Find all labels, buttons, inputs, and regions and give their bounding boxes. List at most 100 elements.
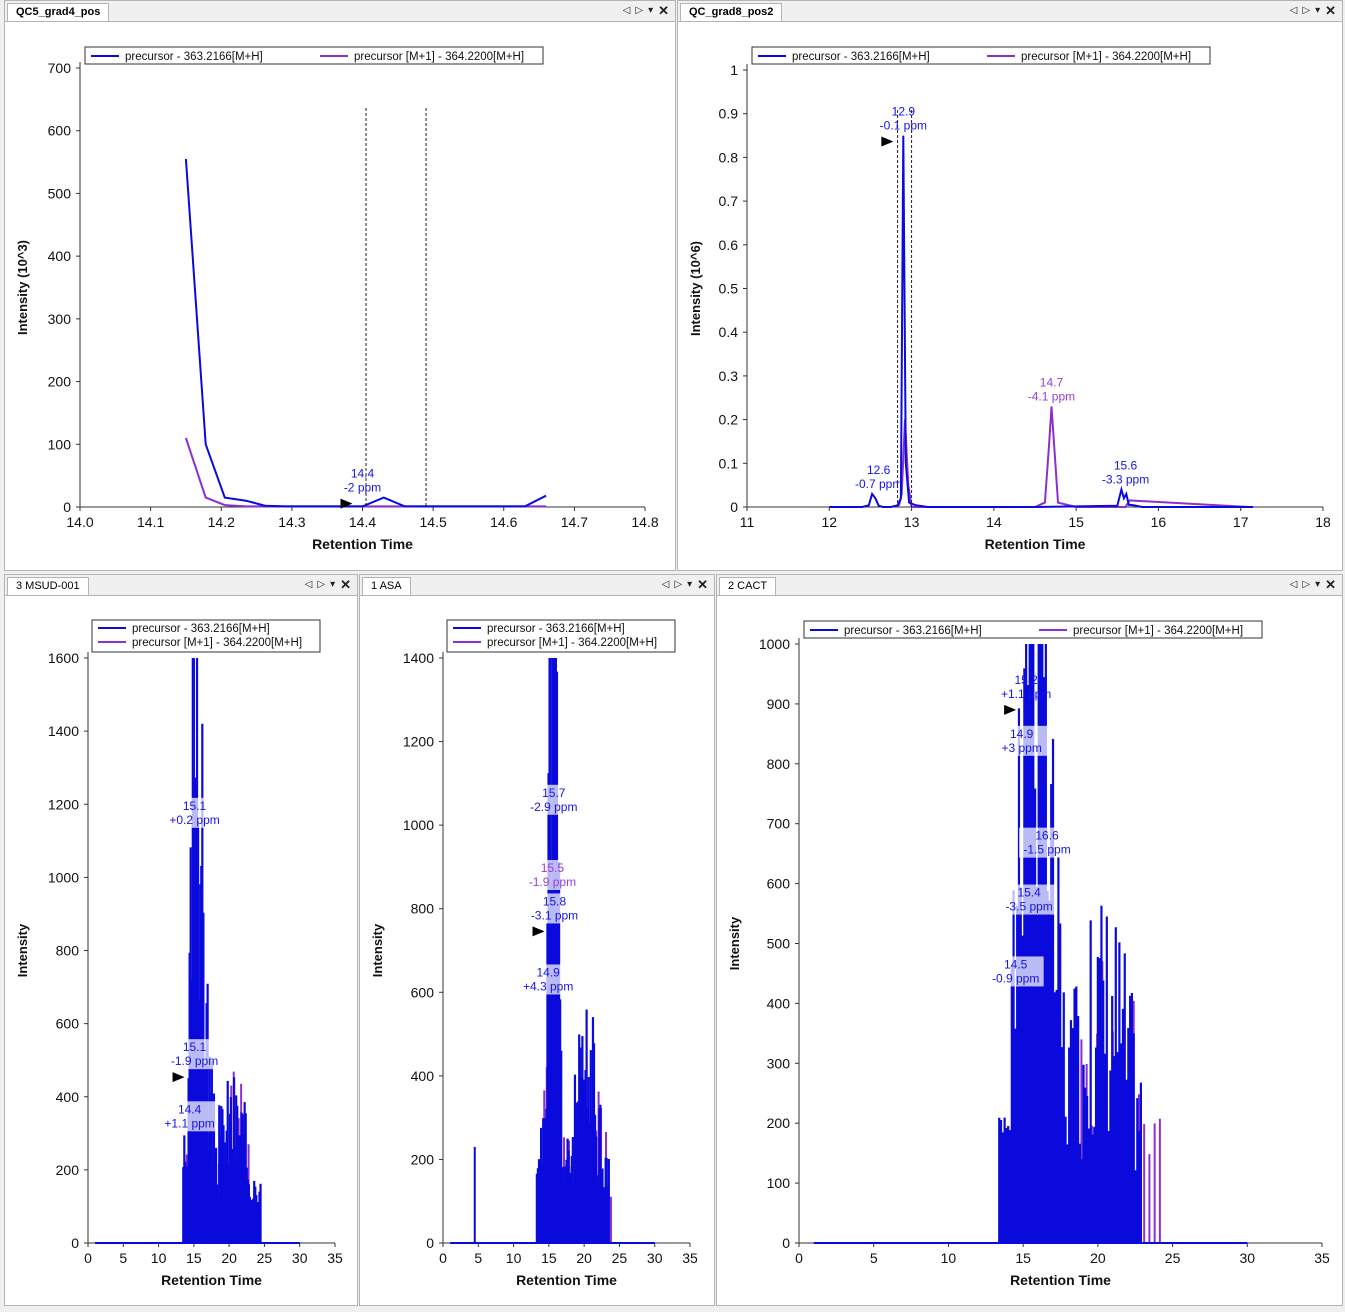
tab-strip: 3 MSUD-001 ◁ ▷ ▾ ✕ [5, 575, 357, 596]
annotation-box [525, 784, 582, 815]
legend-label: precursor - 363.2166[M+H] [132, 623, 270, 635]
y-tick-label: 0.9 [719, 106, 739, 122]
x-axis-title: Retention Time [985, 536, 1086, 552]
x-tick-label: 14 [986, 514, 1002, 530]
dropdown-menu-icon[interactable]: ▾ [1315, 5, 1321, 16]
annotation-rt: 15.7 [542, 786, 566, 800]
scroll-right-icon[interactable]: ▷ [317, 579, 326, 590]
scroll-left-icon[interactable]: ◁ [1289, 5, 1298, 16]
x-tick-label: 14.3 [278, 514, 305, 530]
x-tick-label: 5 [119, 1250, 127, 1266]
x-tick-label: 0 [795, 1250, 803, 1266]
tab-2-cact[interactable]: 2 CACT [719, 577, 777, 595]
x-tick-label: 13 [904, 514, 920, 530]
y-tick-label: 200 [411, 1151, 435, 1167]
arrow-marker-icon [881, 136, 894, 147]
legend-label: precursor - 363.2166[M+H] [844, 625, 982, 637]
x-tick-label: 15 [186, 1250, 202, 1266]
y-tick-label: 800 [767, 756, 791, 772]
y-axis-title: Intensity [370, 923, 385, 977]
dropdown-menu-icon[interactable]: ▾ [330, 579, 336, 590]
y-tick-label: 1600 [48, 650, 79, 666]
close-icon[interactable]: ✕ [1325, 3, 1336, 18]
chromatogram-chart[interactable]: 0 200 400 600 800 1000 1200 1400 0 5 10 15 20 25 30 35 R… [360, 596, 714, 1305]
annotation-ppm: -1.9 ppm [171, 1054, 218, 1068]
legend-label: precursor [M+1] - 364.2200[M+H] [132, 637, 302, 649]
annotation-rt: 15.2 [1014, 673, 1038, 687]
chart-pane-msud: 3 MSUD-001 ◁ ▷ ▾ ✕ 0 200 400 600 800 1000 1200… [4, 574, 358, 1306]
annotation-rt: 15.1 [183, 799, 207, 813]
y-tick-label: 700 [767, 816, 791, 832]
scroll-left-icon[interactable]: ◁ [1289, 579, 1298, 590]
tab-3-msud-001[interactable]: 3 MSUD-001 [7, 577, 89, 595]
x-tick-label: 5 [474, 1250, 482, 1266]
annotation-rt: 15.5 [541, 861, 565, 875]
y-tick-label: 0 [63, 499, 71, 515]
y-tick-label: 100 [767, 1175, 791, 1191]
x-tick-label: 18 [1315, 514, 1331, 530]
peak-annotation: 14.7-4.1 ppm [1028, 375, 1075, 403]
annotation-rt: 15.1 [183, 1040, 207, 1054]
legend: precursor - 363.2166[M+H] precursor [M+1]… [84, 46, 544, 65]
close-icon[interactable]: ✕ [697, 577, 708, 592]
scroll-left-icon[interactable]: ◁ [661, 579, 670, 590]
x-axis-title: Retention Time [516, 1272, 617, 1288]
scroll-left-icon[interactable]: ◁ [622, 5, 631, 16]
scroll-right-icon[interactable]: ▷ [1302, 579, 1311, 590]
chromatogram-chart[interactable]: 0 100 200 300 400 500 600 700 14.0 14.1 14.2 14.3 14… [5, 22, 675, 570]
dropdown-menu-icon[interactable]: ▾ [648, 5, 654, 16]
legend-box [84, 46, 544, 65]
x-tick-label: 15 [541, 1250, 557, 1266]
tab-qc5-grad4-pos[interactable]: QC5_grad4_pos [7, 3, 110, 21]
peak-annotation: 15.8-3.1 ppm [526, 893, 583, 937]
tab-strip: QC5_grad4_pos ◁ ▷ ▾ ✕ [5, 1, 675, 22]
y-tick-label: 200 [56, 1162, 80, 1178]
x-tick-label: 20 [576, 1250, 592, 1266]
legend-label: precursor - 363.2166[M+H] [792, 51, 930, 63]
series-line [894, 406, 1249, 508]
peak-annotation: 14.9+4.3 ppm [520, 964, 577, 995]
chromatogram-chart[interactable]: 0 200 400 600 800 1000 1200 1400 1600 0 5 10 15 20 25 3… [5, 596, 357, 1305]
peak-annotation: 12.6-0.7 ppm [855, 463, 902, 491]
y-axis-title: Intensity (10^6) [688, 241, 703, 336]
annotation-rt: 14.7 [1040, 375, 1064, 389]
annotation-ppm: -1.5 ppm [1023, 843, 1070, 857]
y-tick-label: 1000 [759, 636, 790, 652]
annotation-ppm: -3.5 ppm [1005, 900, 1052, 914]
pane-controls: ◁ ▷ ▾ ✕ [305, 578, 351, 592]
close-icon[interactable]: ✕ [340, 577, 351, 592]
tab-strip: QC_grad8_pos2 ◁ ▷ ▾ ✕ [678, 1, 1342, 22]
chart-pane-qc-grad8: QC_grad8_pos2 ◁ ▷ ▾ ✕ 0 0.1 0.2 0.3 0.4 0.5 0.… [677, 0, 1343, 571]
x-tick-label: 15 [1015, 1250, 1031, 1266]
y-tick-label: 0.4 [719, 324, 739, 340]
arrow-marker-icon [172, 1072, 185, 1083]
y-tick-label: 800 [56, 943, 80, 959]
x-axis-title: Retention Time [161, 1272, 262, 1288]
close-icon[interactable]: ✕ [658, 3, 669, 18]
legend: precursor - 363.2166[M+H] precursor [M+1]… [803, 620, 1263, 639]
scroll-left-icon[interactable]: ◁ [304, 579, 313, 590]
y-tick-label: 1000 [48, 869, 79, 885]
scroll-right-icon[interactable]: ▷ [635, 5, 644, 16]
y-tick-label: 0.3 [719, 368, 739, 384]
peak-annotation: 14.5-0.9 ppm [987, 956, 1044, 987]
y-tick-label: 700 [48, 60, 72, 76]
x-tick-label: 16 [1151, 514, 1167, 530]
tab-1-asa[interactable]: 1 ASA [362, 577, 411, 595]
close-icon[interactable]: ✕ [1325, 577, 1336, 592]
annotation-ppm: +1.1 ppm [1001, 687, 1051, 701]
annotation-ppm: -0.1 ppm [880, 119, 927, 133]
y-tick-label: 0.2 [719, 412, 739, 428]
legend-box [803, 620, 1263, 639]
annotation-box [520, 964, 577, 995]
dropdown-menu-icon[interactable]: ▾ [1315, 579, 1321, 590]
tab-qc-grad8-pos2[interactable]: QC_grad8_pos2 [680, 3, 783, 21]
scroll-right-icon[interactable]: ▷ [674, 579, 683, 590]
dropdown-menu-icon[interactable]: ▾ [687, 579, 693, 590]
annotation-rt: 16.6 [1035, 829, 1059, 843]
x-tick-label: 14.4 [349, 514, 376, 530]
annotation-box [526, 893, 583, 924]
scroll-right-icon[interactable]: ▷ [1302, 5, 1311, 16]
chromatogram-chart[interactable]: 0 100 200 300 400 500 600 700 800 900 1000 0 5 10 15 20… [717, 596, 1342, 1305]
